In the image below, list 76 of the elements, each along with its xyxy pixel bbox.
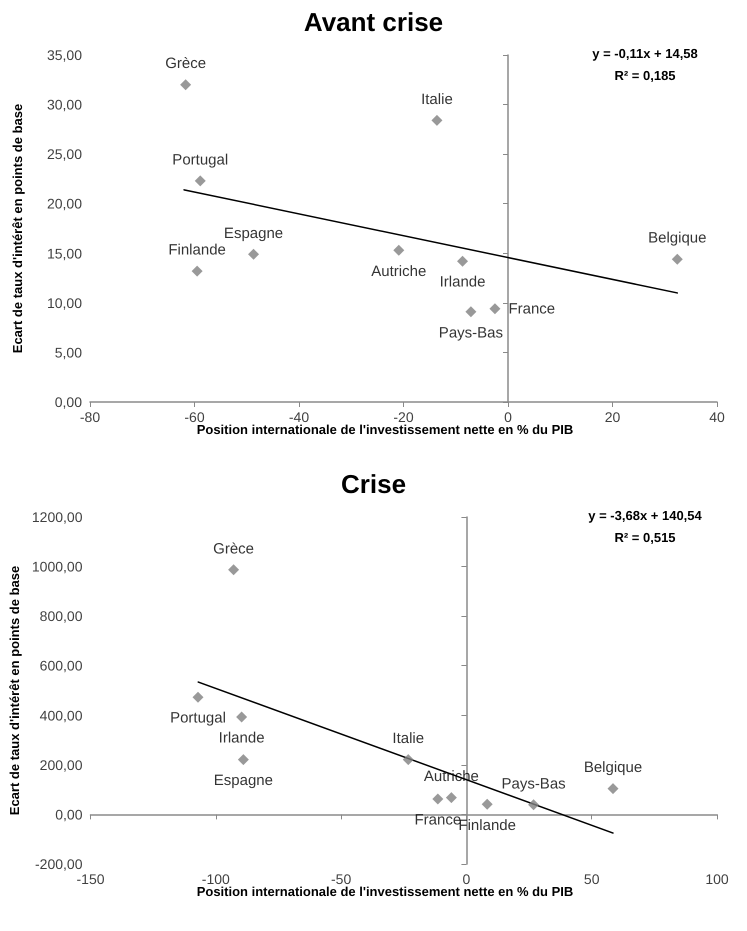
data-label: Irlande xyxy=(440,274,486,291)
point xyxy=(432,794,444,805)
y-tick-label: 200,00 xyxy=(40,756,83,773)
y-tick-label: 800,00 xyxy=(40,608,83,624)
x-tick-label: 0 xyxy=(504,409,512,425)
y-tick-label: 20,00 xyxy=(46,196,82,212)
x-axis-title: Position internationale de l'investissement nette en % du PIB xyxy=(196,422,574,437)
y-tick-label: 0,00 xyxy=(55,806,83,822)
point xyxy=(672,254,683,265)
data-label: Finlande xyxy=(168,242,226,259)
data-label: Grèce xyxy=(213,540,254,558)
x-tick-label: 100 xyxy=(705,871,729,887)
y-tick-label: 1000,00 xyxy=(32,558,83,575)
y-tick-label: 0,00 xyxy=(54,394,82,410)
data-label: Autriche xyxy=(371,262,426,280)
point xyxy=(489,303,500,314)
point xyxy=(192,266,203,277)
point xyxy=(228,564,240,576)
x-tick-label: 20 xyxy=(604,409,620,425)
point xyxy=(248,248,260,260)
x-tick-label: -50 xyxy=(330,871,352,887)
x-tick-label: 0 xyxy=(462,871,471,887)
point xyxy=(393,244,404,256)
y-tick-label: 600,00 xyxy=(40,658,83,674)
y-tick-label: 15,00 xyxy=(46,245,82,262)
x-axis-title: Position internationale de l'investissement nette en % du PIB xyxy=(196,884,574,899)
data-label: Italie xyxy=(392,730,424,748)
point xyxy=(608,783,618,794)
point xyxy=(236,712,248,723)
point xyxy=(192,692,204,703)
point xyxy=(431,114,442,126)
annotation: y = -3,68x + 140,54 xyxy=(588,508,703,523)
y-axis-title: Ecart de taux d'intérêt en points de base xyxy=(7,566,22,816)
y-tick-label: 5,00 xyxy=(54,344,82,360)
annotation: R² = 0,185 xyxy=(614,68,676,83)
data-label: Irlande xyxy=(218,730,265,747)
y-tick-label: 10,00 xyxy=(46,294,82,311)
data-label: Pays-Bas xyxy=(438,324,504,342)
data-label: France xyxy=(508,300,556,318)
y-tick-label: 1200,00 xyxy=(32,509,83,525)
chart-title: Crise xyxy=(340,469,406,499)
point xyxy=(402,754,414,766)
y-tick-label: -200,00 xyxy=(35,856,83,872)
point xyxy=(457,256,468,267)
x-tick-label: -20 xyxy=(393,409,414,425)
point xyxy=(238,754,249,766)
y-tick-label: 25,00 xyxy=(46,146,82,162)
x-tick-label: 40 xyxy=(709,409,725,425)
annotation: y = -0,11x + 14,58 xyxy=(592,46,698,61)
data-label: Espagne xyxy=(224,224,284,242)
point xyxy=(465,306,476,318)
point xyxy=(528,799,540,810)
data-label: Italie xyxy=(421,90,453,108)
y-axis-title: Ecart de taux d'intérêt en points de base xyxy=(10,104,25,354)
y-tick-label: 30,00 xyxy=(46,96,82,113)
x-tick-label: 50 xyxy=(584,871,600,887)
data-label: Portugal xyxy=(170,710,226,727)
y-tick-label: 35,00 xyxy=(46,47,82,63)
chart-title: Avant crise xyxy=(304,7,444,37)
point xyxy=(180,79,192,90)
point xyxy=(194,175,206,186)
x-tick-label: -60 xyxy=(184,409,205,425)
data-label: Espagne xyxy=(214,772,273,790)
data-label: Belgique xyxy=(584,759,642,776)
annotation: R² = 0,515 xyxy=(614,530,676,545)
x-tick-label: -150 xyxy=(76,871,105,887)
data-label: Belgique xyxy=(648,230,706,247)
data-label: Portugal xyxy=(172,151,228,168)
point xyxy=(446,792,457,804)
data-label: Grèce xyxy=(165,55,206,72)
y-tick-label: 400,00 xyxy=(40,707,83,724)
x-tick-label: -80 xyxy=(80,409,100,425)
point xyxy=(482,798,493,810)
x-tick-label: -100 xyxy=(202,871,230,887)
data-label: Pays-Bas xyxy=(501,775,566,792)
x-tick-label: -40 xyxy=(288,409,310,425)
